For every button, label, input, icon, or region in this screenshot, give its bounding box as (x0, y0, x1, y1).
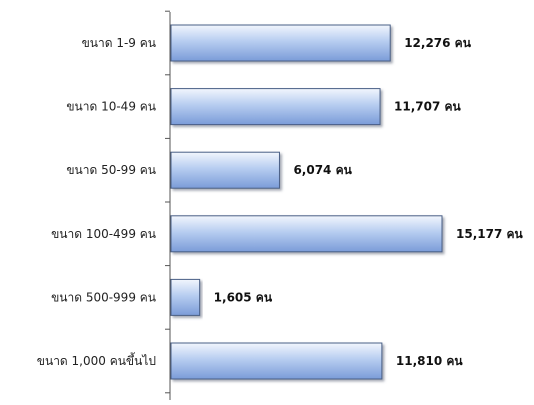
category-label-2: ขนาด 50-99 คน (66, 163, 156, 177)
value-label-2: 6,074 คน (293, 163, 352, 177)
category-label-0: ขนาด 1-9 คน (82, 36, 156, 50)
bar-1 (170, 88, 381, 126)
bar-5 (170, 342, 383, 380)
category-label-1: ขนาด 10-49 คน (66, 100, 156, 114)
value-label-1: 11,707 คน (394, 100, 462, 114)
bar-4 (170, 278, 201, 316)
category-label-3: ขนาด 100-499 คน (51, 227, 156, 241)
bar-3 (170, 215, 443, 253)
bar-2 (170, 151, 280, 189)
category-label-4: ขนาด 500-999 คน (51, 290, 156, 304)
bar-0 (170, 24, 391, 62)
category-label-5: ขนาด 1,000 คนขึ้นไป (37, 352, 156, 368)
value-labels: 12,276 คน 11,707 คน 6,074 คน 15,177 คน 1,605… (214, 36, 524, 368)
value-label-0: 12,276 คน (404, 36, 472, 50)
value-label-3: 15,177 คน (456, 227, 524, 241)
y-axis (165, 10, 171, 400)
bars-layer (170, 24, 443, 380)
value-label-4: 1,605 คน (214, 290, 273, 304)
value-label-5: 11,810 คน (396, 354, 464, 368)
